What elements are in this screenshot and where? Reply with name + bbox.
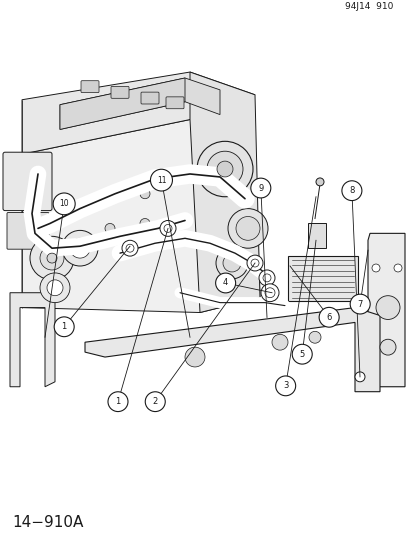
Circle shape xyxy=(308,332,320,343)
Text: 9: 9 xyxy=(258,183,263,192)
Circle shape xyxy=(197,141,252,197)
Circle shape xyxy=(122,240,138,256)
Text: 8: 8 xyxy=(349,186,354,195)
Text: 11: 11 xyxy=(157,176,166,184)
Circle shape xyxy=(393,264,401,272)
Circle shape xyxy=(318,308,338,327)
Circle shape xyxy=(235,216,259,240)
Circle shape xyxy=(262,274,271,282)
FancyBboxPatch shape xyxy=(81,80,99,93)
Circle shape xyxy=(40,273,70,303)
Bar xyxy=(307,223,325,248)
Circle shape xyxy=(260,284,278,302)
Circle shape xyxy=(47,253,57,263)
Circle shape xyxy=(216,161,233,177)
Polygon shape xyxy=(60,78,219,130)
Circle shape xyxy=(164,224,171,232)
Circle shape xyxy=(47,280,63,296)
Circle shape xyxy=(105,194,115,204)
FancyBboxPatch shape xyxy=(111,86,129,98)
FancyBboxPatch shape xyxy=(7,213,49,249)
Circle shape xyxy=(250,178,270,198)
Text: 94J14  910: 94J14 910 xyxy=(344,2,392,11)
Circle shape xyxy=(259,270,274,286)
Circle shape xyxy=(271,334,287,350)
Circle shape xyxy=(108,392,128,411)
Circle shape xyxy=(185,347,204,367)
Circle shape xyxy=(215,273,235,293)
Text: 7: 7 xyxy=(357,300,362,309)
Circle shape xyxy=(250,259,259,267)
Circle shape xyxy=(349,294,369,314)
Circle shape xyxy=(62,230,98,266)
Circle shape xyxy=(70,238,90,258)
Circle shape xyxy=(315,178,323,186)
Circle shape xyxy=(159,221,176,236)
Circle shape xyxy=(150,169,172,191)
Circle shape xyxy=(140,219,150,229)
Circle shape xyxy=(223,254,240,272)
Circle shape xyxy=(371,264,379,272)
Text: 5: 5 xyxy=(299,350,304,359)
FancyBboxPatch shape xyxy=(141,92,159,104)
Circle shape xyxy=(292,344,311,364)
Polygon shape xyxy=(85,308,379,392)
Circle shape xyxy=(275,376,295,395)
Polygon shape xyxy=(367,233,404,387)
Bar xyxy=(287,256,357,301)
Polygon shape xyxy=(10,293,55,387)
Circle shape xyxy=(140,189,150,199)
Text: 4: 4 xyxy=(223,278,228,287)
Circle shape xyxy=(228,208,267,248)
Polygon shape xyxy=(22,72,254,154)
Circle shape xyxy=(216,247,247,279)
Text: 6: 6 xyxy=(326,313,331,322)
Circle shape xyxy=(247,255,262,271)
Text: 1: 1 xyxy=(115,397,120,406)
Circle shape xyxy=(30,236,74,280)
Text: 10: 10 xyxy=(59,199,69,208)
Polygon shape xyxy=(22,119,259,312)
Circle shape xyxy=(379,339,395,355)
FancyBboxPatch shape xyxy=(3,152,52,211)
FancyBboxPatch shape xyxy=(166,97,183,109)
Circle shape xyxy=(206,151,242,187)
Circle shape xyxy=(145,392,165,411)
Text: 14−910A: 14−910A xyxy=(12,515,83,530)
Polygon shape xyxy=(60,78,185,130)
Circle shape xyxy=(264,288,274,297)
Polygon shape xyxy=(190,72,259,312)
Circle shape xyxy=(341,181,361,200)
Circle shape xyxy=(53,193,75,215)
Text: 3: 3 xyxy=(282,381,287,390)
Circle shape xyxy=(375,296,399,319)
Circle shape xyxy=(126,244,134,252)
Text: 2: 2 xyxy=(152,397,157,406)
Circle shape xyxy=(54,317,74,337)
Circle shape xyxy=(354,372,364,382)
Text: 1: 1 xyxy=(62,322,66,332)
Circle shape xyxy=(105,223,115,233)
Circle shape xyxy=(40,246,64,270)
